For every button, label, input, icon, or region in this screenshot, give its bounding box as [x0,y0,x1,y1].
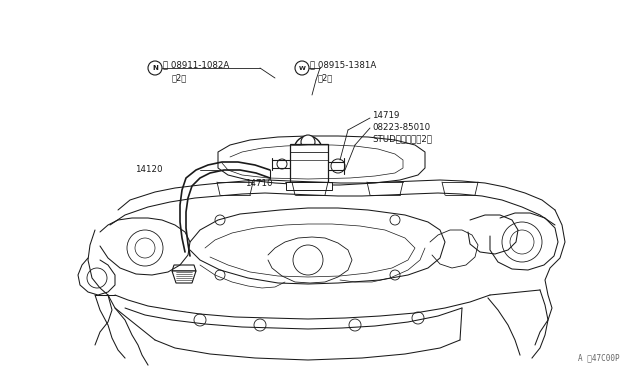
Text: 08223-85010: 08223-85010 [372,122,430,131]
Text: 14710: 14710 [245,179,273,187]
Circle shape [277,159,287,169]
Text: （2）: （2） [318,74,333,83]
Circle shape [148,61,162,75]
Circle shape [303,145,313,155]
Circle shape [502,222,542,262]
Polygon shape [172,271,196,283]
Circle shape [301,135,315,149]
Circle shape [390,270,400,280]
Circle shape [349,319,361,331]
Polygon shape [172,265,196,271]
Text: W: W [299,65,305,71]
Text: Ⓜ 08915-1381A: Ⓜ 08915-1381A [310,61,376,70]
Circle shape [412,312,424,324]
Circle shape [215,270,225,280]
Polygon shape [290,144,328,182]
Circle shape [254,319,266,331]
Circle shape [294,136,322,164]
Circle shape [331,159,345,173]
Circle shape [194,314,206,326]
Circle shape [215,215,225,225]
Circle shape [299,141,317,159]
Circle shape [295,61,309,75]
Polygon shape [218,136,425,185]
Text: N: N [152,65,158,71]
Text: 14719: 14719 [372,110,399,119]
Text: Ⓝ 08911-1082A: Ⓝ 08911-1082A [163,61,229,70]
Text: 14120: 14120 [135,166,163,174]
Circle shape [390,215,400,225]
Polygon shape [286,182,332,190]
Circle shape [293,245,323,275]
Text: （2）: （2） [172,74,188,83]
Text: A ‧47C00P: A ‧47C00P [579,353,620,362]
Text: STUDスタッド（2）: STUDスタッド（2） [372,135,432,144]
Circle shape [87,268,107,288]
